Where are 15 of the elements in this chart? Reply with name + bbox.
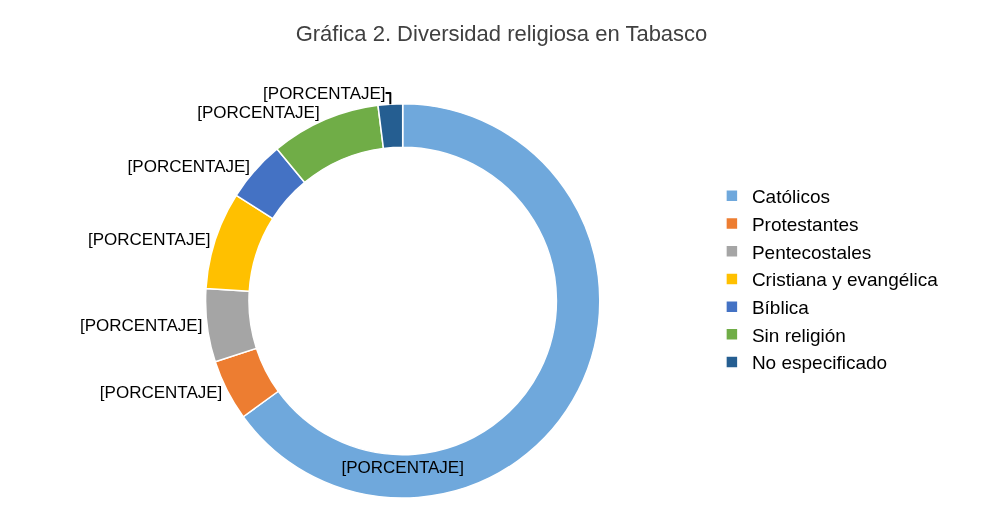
- legend-label: Pentecostales: [751, 241, 872, 263]
- legend-label: Sin religión: [751, 324, 846, 346]
- legend-label: Protestantes: [751, 213, 859, 235]
- legend-label: Católicos: [751, 186, 831, 208]
- data-label: [PORCENTAJE]: [99, 382, 223, 402]
- chart-title: Gráfica 2. Diversidad religiosa en Tabasco: [295, 20, 708, 46]
- data-label: [PORCENTAJE]: [197, 102, 320, 122]
- data-label: [PORCENTAJE]: [79, 316, 203, 336]
- legend-label: Bíblica: [751, 297, 810, 319]
- data-label: [PORCENTAJE]: [127, 156, 251, 176]
- data-label: [PORCENTAJE]: [88, 229, 211, 249]
- legend-label: Cristiana y evangélica: [751, 269, 939, 291]
- legend-label: No especificado: [751, 352, 888, 374]
- data-label: [PORCENTAJE]: [341, 458, 464, 478]
- data-label: [PORCENTAJE]: [263, 83, 386, 103]
